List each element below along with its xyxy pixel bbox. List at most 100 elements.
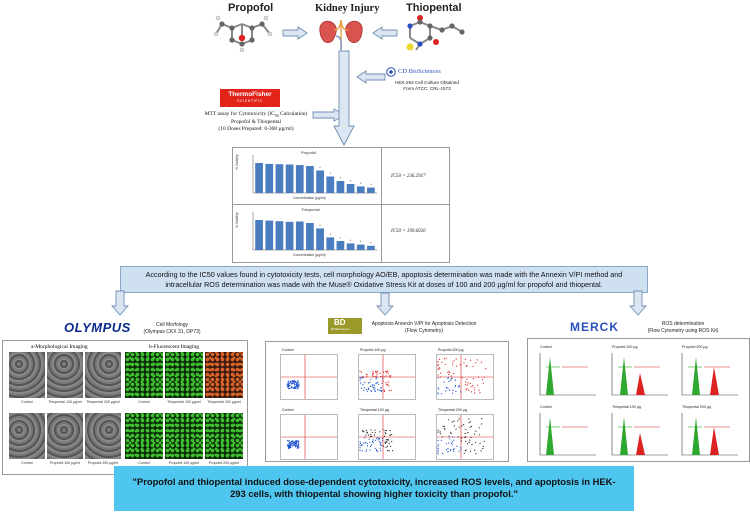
cell-event-dot <box>453 439 455 441</box>
cell-event-dot <box>289 441 291 443</box>
cell-event-dot <box>366 432 368 434</box>
cell-event-dot <box>473 392 476 394</box>
flow-plot-label: Control <box>282 348 294 352</box>
cell-event-dot <box>362 384 364 386</box>
cell-event-dot <box>373 376 375 378</box>
methods-summary-banner: According to the IC50 values found in cy… <box>120 266 648 293</box>
cell-event-dot <box>297 388 299 390</box>
cell-event-dot <box>437 368 440 370</box>
cell-event-dot <box>465 428 467 430</box>
cell-event-dot <box>374 432 376 434</box>
significance-mark: * <box>340 236 342 241</box>
cell-event-dot <box>293 441 296 443</box>
arrow-propofol-to-kidney-icon <box>282 26 308 40</box>
viability-bar <box>306 223 314 250</box>
cell-event-dot <box>437 361 439 363</box>
cell-event-dot <box>448 442 450 444</box>
cell-event-dot <box>441 436 443 438</box>
cell-event-dot <box>452 389 454 391</box>
annexin-dot-plot <box>280 414 338 460</box>
cell-event-dot <box>473 386 475 388</box>
cell-event-dot <box>296 441 298 443</box>
cell-event-dot <box>374 390 376 392</box>
cell-event-dot <box>287 445 289 447</box>
cell-event-dot <box>383 390 385 392</box>
cell-event-dot <box>295 381 297 383</box>
significance-mark: * <box>370 182 372 187</box>
cell-event-dot <box>294 386 296 388</box>
viability-bar <box>275 221 284 250</box>
cell-event-dot <box>376 373 378 375</box>
cell-event-dot <box>464 450 466 452</box>
cell-event-dot <box>362 376 364 378</box>
morphological-imaging-heading: a-Morphological Imaging <box>31 344 88 350</box>
micrograph-caption: Propofol 200 µg/ml <box>208 461 240 465</box>
cell-event-dot <box>453 448 455 450</box>
cell-event-dot <box>467 382 469 384</box>
cell-event-dot <box>370 436 372 438</box>
flow-plot-label: Propofol 100 µg <box>360 348 386 352</box>
conclusion-line1: "Propofol and thiopental induced dose-de… <box>132 476 616 487</box>
cell-event-dot <box>474 449 476 451</box>
cell-event-dot <box>376 371 378 374</box>
cell-event-dot <box>379 443 381 445</box>
cell-event-dot <box>454 384 456 386</box>
cell-event-dot <box>443 381 445 383</box>
cell-event-dot <box>439 433 441 435</box>
cell-event-dot <box>383 389 385 391</box>
cell-event-dot <box>476 359 478 361</box>
cell-event-dot <box>376 450 378 452</box>
cell-event-dot <box>364 437 366 439</box>
cell-event-dot <box>367 434 370 436</box>
cell-event-dot <box>464 384 466 386</box>
apoptosis-flow-panel: Control Propofol 100 µg Propofol 200 µg Con… <box>265 341 509 462</box>
ros-histogram <box>539 353 596 396</box>
cell-event-dot <box>482 448 484 450</box>
cell-event-dot <box>475 453 477 455</box>
cell-event-dot <box>359 444 361 446</box>
cell-event-dot <box>370 378 372 380</box>
cell-event-dot <box>383 371 385 373</box>
cell-event-dot <box>373 372 375 374</box>
cell-event-dot <box>450 442 452 444</box>
cell-event-dot <box>380 376 382 378</box>
cell-event-dot <box>288 440 290 442</box>
cell-event-dot <box>362 430 364 432</box>
cell-event-dot <box>478 427 480 429</box>
arrow-to-merck-icon <box>629 290 647 316</box>
cell-event-dot <box>360 387 362 389</box>
viability-bar <box>346 243 355 250</box>
micrograph-caption: Thiopental 100 µg/ml <box>167 400 201 404</box>
cell-event-dot <box>297 384 299 386</box>
ros-plot-label: Propofol 200 µg <box>682 345 708 349</box>
histogram-axes <box>681 413 738 456</box>
fluorescent-micrograph <box>205 352 243 398</box>
cell-event-dot <box>389 434 392 436</box>
thiopental-ic50-value: IC50 = 199.6026 <box>391 229 426 234</box>
cell-event-dot <box>372 439 374 441</box>
ros-plot-label: Thiopental 100 µg <box>612 405 641 409</box>
cell-event-dot <box>380 390 382 392</box>
cell-event-dot <box>298 386 300 388</box>
cell-event-dot <box>366 388 368 391</box>
cell-event-dot <box>377 370 379 372</box>
cell-event-dot <box>443 427 445 429</box>
cell-event-dot <box>454 386 456 388</box>
annexin-dot-plot <box>358 414 416 460</box>
cell-event-dot <box>467 432 469 434</box>
significance-mark: * <box>350 238 352 243</box>
cell-event-dot <box>292 440 294 442</box>
micrograph-caption: Propofol 100 µg/ml <box>49 461 81 465</box>
cell-event-dot <box>472 385 474 387</box>
olympus-title: Cell Morfology <box>156 322 188 328</box>
cell-event-dot <box>387 372 389 374</box>
cell-event-dot <box>452 364 454 366</box>
cell-event-dot <box>382 380 384 382</box>
cell-event-dot <box>479 392 481 394</box>
cell-event-dot <box>455 365 458 367</box>
cell-event-dot <box>289 443 291 445</box>
cell-event-dot <box>464 432 466 435</box>
cell-event-dot <box>293 387 295 389</box>
cell-event-dot <box>437 377 439 379</box>
cell-event-dot <box>441 361 443 363</box>
